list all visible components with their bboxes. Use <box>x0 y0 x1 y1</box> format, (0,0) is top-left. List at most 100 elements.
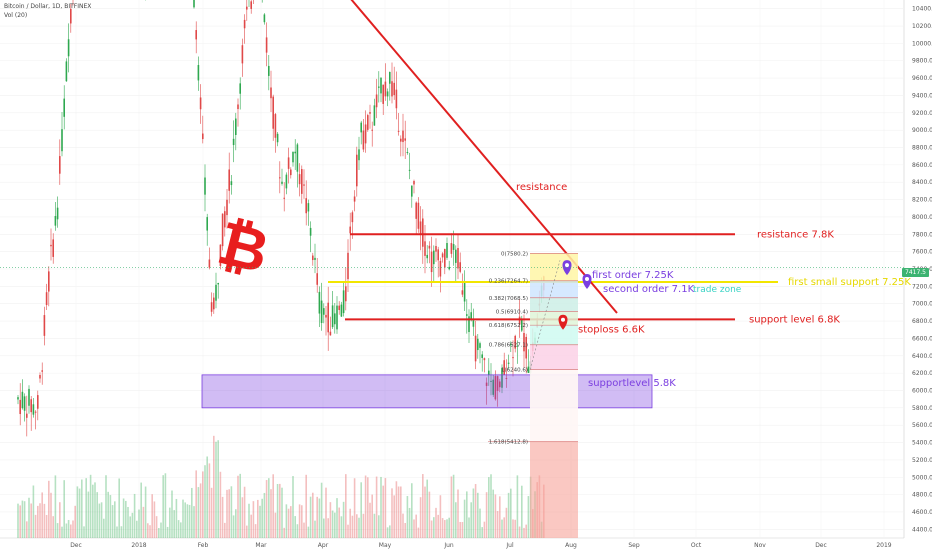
volume-bar <box>494 494 497 538</box>
volume-bar <box>419 497 422 538</box>
volume-bar <box>380 476 382 538</box>
volume-bar <box>239 473 241 538</box>
candle-body <box>336 305 338 330</box>
volume-bar <box>452 474 455 538</box>
stoploss-label: stoploss 6.6K <box>578 325 645 336</box>
candle-body <box>426 254 428 259</box>
volume-bar <box>514 519 516 538</box>
candle-body <box>422 218 424 247</box>
volume-bar <box>208 463 211 538</box>
candle-body <box>477 338 479 351</box>
candle-body <box>507 362 510 364</box>
candle-body <box>389 71 391 84</box>
volume-bar <box>426 479 428 538</box>
candle-body <box>448 266 450 270</box>
y-tick-label: 9000.0 <box>912 127 932 134</box>
candle-body <box>221 213 224 247</box>
candle-body <box>294 151 296 154</box>
candle-body <box>39 375 41 379</box>
volume-bar <box>268 478 270 538</box>
volume-bar <box>37 505 39 538</box>
fib-band <box>530 325 578 345</box>
volume-bar <box>127 506 129 538</box>
volume-bar <box>389 525 391 538</box>
candle-body <box>402 130 404 143</box>
candle-body <box>351 212 354 223</box>
volume-bar <box>230 486 233 538</box>
volume-bar <box>433 517 435 538</box>
candle-body <box>285 174 288 189</box>
volume-bar <box>371 494 373 538</box>
volume-bar <box>424 486 426 538</box>
candle-body <box>246 6 248 10</box>
volume-bar <box>34 514 37 538</box>
volume-bar <box>199 483 202 538</box>
candle-body <box>67 39 70 57</box>
candle-body <box>459 262 461 272</box>
candle-body <box>347 252 349 280</box>
x-tick-label: Sep <box>628 542 640 549</box>
candle-body <box>224 211 226 228</box>
volume-bar <box>120 526 123 538</box>
candle-body <box>206 217 208 231</box>
volume-bar <box>437 514 439 538</box>
candle-body <box>435 246 437 252</box>
fib-trend-dashed <box>529 260 561 370</box>
candle-body <box>380 77 382 94</box>
volume-bar <box>483 521 486 538</box>
candle-body <box>316 273 318 285</box>
candle-body <box>292 151 294 163</box>
volume-bar <box>505 507 508 538</box>
y-tick-label: 6000.0 <box>912 387 932 394</box>
volume-bar <box>422 474 424 538</box>
candle-body <box>512 357 514 359</box>
support-zone-box <box>201 374 653 409</box>
volume-bar <box>402 513 404 538</box>
volume-bar <box>417 527 420 538</box>
volume-bar <box>74 505 76 538</box>
x-tick-label: Aug <box>565 542 577 549</box>
candle-body <box>19 399 21 415</box>
y-tick-label: 8600.0 <box>912 162 932 169</box>
volume-bar <box>30 503 32 538</box>
candle-body <box>373 105 376 126</box>
candle-body <box>21 391 24 409</box>
y-tick-label: 5400.0 <box>912 440 932 447</box>
candle-body <box>419 221 422 235</box>
candle-body <box>199 97 202 110</box>
volume-bar <box>331 510 334 538</box>
candle-body <box>43 315 46 336</box>
candle-body <box>208 259 211 268</box>
volume-bar <box>474 484 477 538</box>
volume-bar <box>166 526 169 538</box>
candle-body <box>34 411 37 413</box>
volume-bar <box>153 501 156 538</box>
volume-bar <box>496 511 499 538</box>
volume-bar <box>162 475 164 538</box>
volume-bar <box>265 480 268 538</box>
volume-bar <box>461 522 464 538</box>
candle-body <box>61 129 63 152</box>
candle-body <box>54 216 57 226</box>
volume-bar <box>518 526 521 538</box>
volume-bar <box>83 526 85 538</box>
candle-body <box>219 244 222 266</box>
volume-bar <box>463 499 466 538</box>
candle-body <box>518 316 521 325</box>
volume-bar <box>219 471 222 538</box>
volume-bar <box>303 522 305 538</box>
y-tick-label: 8200.0 <box>912 197 932 204</box>
y-tick-label: 9600.0 <box>912 75 932 82</box>
candle-body <box>499 381 501 388</box>
volume-bar <box>404 522 406 538</box>
candle-body <box>400 138 402 142</box>
y-tick-label: 9800.0 <box>912 58 932 65</box>
candle-body <box>349 226 351 234</box>
volume-bar <box>285 504 288 538</box>
candle-body <box>279 177 281 179</box>
candle-body <box>437 249 439 261</box>
volume-bar <box>210 487 213 538</box>
fib-level-label: 0.236(7264.7) <box>489 279 528 285</box>
volume-bar <box>92 484 94 538</box>
